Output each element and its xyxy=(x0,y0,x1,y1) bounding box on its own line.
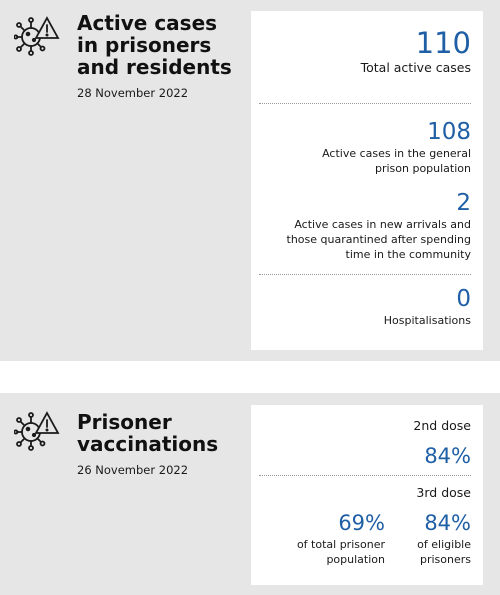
third-dose-eligible-value: 84% xyxy=(424,511,471,535)
general-population-label-line: Active cases in the general xyxy=(322,147,471,160)
section-title: Prisoner vaccinations xyxy=(77,411,218,455)
third-dose-eligible-stat: 84% of eligible prisoners xyxy=(417,509,471,567)
report-date: 28 November 2022 xyxy=(77,86,189,100)
report-date: 26 November 2022 xyxy=(77,463,189,477)
title-line: Prisoner xyxy=(77,410,172,434)
second-dose-stat: 2nd dose 84% xyxy=(413,418,471,470)
title-line: vaccinations xyxy=(77,432,219,456)
total-active-cases-value: 110 xyxy=(415,26,471,60)
vaccinations-card: 2nd dose 84% 3rd dose 69% of total priso… xyxy=(251,405,483,585)
third-dose-eligible-label-line: prisoners xyxy=(419,553,471,566)
virus-warning-icon xyxy=(14,411,60,451)
third-dose-total-label-line: population xyxy=(326,553,385,566)
total-active-cases-stat: 110 Total active cases xyxy=(361,27,471,76)
title-line: and residents xyxy=(77,55,232,79)
general-population-label-line: prison population xyxy=(374,162,471,175)
new-arrivals-label-line: Active cases in new arrivals and xyxy=(294,218,471,231)
virus-warning-icon xyxy=(14,16,60,56)
third-dose-total-label-line: of total prisoner xyxy=(296,538,385,551)
divider xyxy=(259,103,471,104)
new-arrivals-value: 2 xyxy=(456,190,471,216)
second-dose-label: 2nd dose xyxy=(413,418,471,433)
third-dose-label: 3rd dose xyxy=(416,485,471,500)
cases-card: 110 Total active cases 108 Active cases … xyxy=(251,11,483,350)
third-dose-total-stat: 69% of total prisoner population xyxy=(297,509,385,567)
second-dose-value: 84% xyxy=(424,444,471,468)
active-cases-panel: Active cases in prisoners and residents … xyxy=(0,0,500,361)
hospitalisations-stat: 0 Hospitalisations xyxy=(384,285,471,328)
title-line: Active cases xyxy=(77,11,218,35)
title-line: in prisoners xyxy=(77,33,212,57)
hospitalisations-value: 0 xyxy=(456,286,471,312)
new-arrivals-stat: 2 Active cases in new arrivals and those… xyxy=(287,189,472,262)
third-dose-total-value: 69% xyxy=(338,511,385,535)
new-arrivals-label-line: those quarantined after spending xyxy=(286,233,472,246)
third-dose-label-wrap: 3rd dose xyxy=(416,485,471,501)
divider xyxy=(259,475,471,476)
page-title: Active cases in prisoners and residents xyxy=(77,12,232,78)
total-active-cases-label: Total active cases xyxy=(360,60,471,75)
new-arrivals-label-line: time in the community xyxy=(345,248,471,261)
hospitalisations-label: Hospitalisations xyxy=(383,314,471,327)
vaccinations-panel: Prisoner vaccinations 26 November 2022 2… xyxy=(0,393,500,595)
third-dose-eligible-label-line: of eligible xyxy=(417,538,471,551)
general-population-value: 108 xyxy=(427,119,471,145)
general-population-stat: 108 Active cases in the general prison p… xyxy=(322,118,471,176)
divider xyxy=(259,274,471,275)
